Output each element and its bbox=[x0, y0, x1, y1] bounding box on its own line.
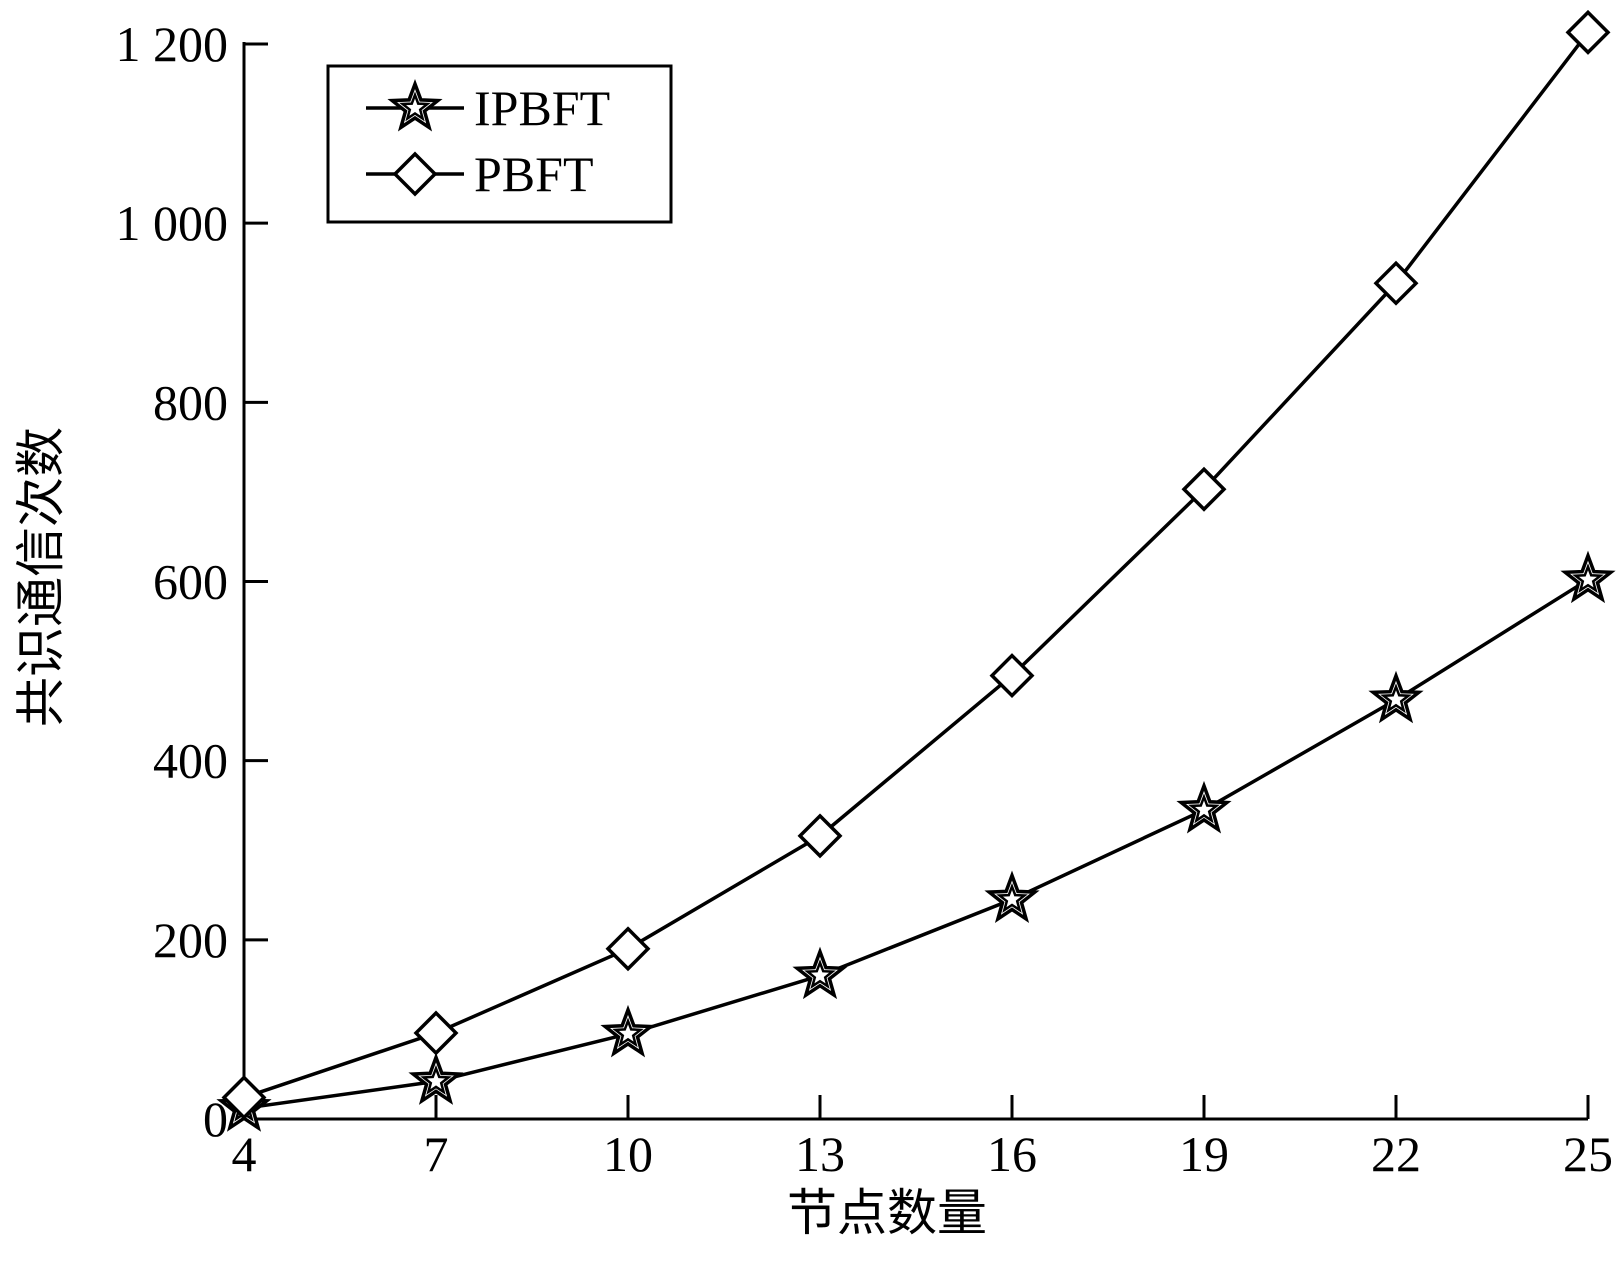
data-point-ipbft bbox=[792, 946, 848, 1000]
series-layer bbox=[216, 9, 1616, 1132]
diamond-marker bbox=[1565, 9, 1611, 55]
star-marker-outer bbox=[387, 78, 443, 132]
legend-marker-star bbox=[387, 78, 443, 132]
y-tick-label: 800 bbox=[153, 374, 228, 430]
data-point-pbft bbox=[797, 813, 843, 859]
legend-marker-diamond bbox=[392, 151, 438, 197]
x-tick-label: 4 bbox=[232, 1126, 257, 1182]
x-tick-label: 10 bbox=[603, 1126, 653, 1182]
star-marker-inner bbox=[399, 91, 431, 122]
star-marker-outer bbox=[1368, 670, 1424, 724]
legend-item-ipbft: IPBFT bbox=[366, 78, 610, 136]
legend: IPBFT PBFT bbox=[326, 64, 673, 224]
diamond-marker bbox=[413, 1010, 459, 1056]
y-tick-label: 600 bbox=[153, 554, 228, 610]
data-point-pbft bbox=[1565, 9, 1611, 55]
x-tick-label: 25 bbox=[1563, 1126, 1613, 1182]
star-marker-outer bbox=[1176, 780, 1232, 834]
data-point-ipbft bbox=[408, 1052, 464, 1105]
data-point-ipbft bbox=[1368, 670, 1424, 724]
star-marker-outer bbox=[408, 1052, 464, 1105]
star-marker-outer bbox=[600, 1004, 656, 1058]
diamond-marker bbox=[797, 813, 843, 859]
star-marker-inner bbox=[612, 1017, 644, 1048]
diamond-marker bbox=[989, 653, 1035, 699]
diamond-marker bbox=[1181, 466, 1227, 512]
series-pbft bbox=[221, 9, 1611, 1120]
data-point-pbft bbox=[413, 1010, 459, 1056]
legend-label: IPBFT bbox=[474, 80, 610, 136]
star-marker-outer bbox=[1560, 550, 1616, 604]
star-marker-inner bbox=[1572, 563, 1604, 594]
data-point-pbft bbox=[605, 926, 651, 972]
data-point-ipbft bbox=[1176, 780, 1232, 834]
y-tick-label: 200 bbox=[153, 912, 228, 968]
x-tick-label: 16 bbox=[987, 1126, 1037, 1182]
x-tick-label: 19 bbox=[1179, 1126, 1229, 1182]
y-tick-label: 400 bbox=[153, 733, 228, 789]
data-point-pbft bbox=[989, 653, 1035, 699]
star-marker-inner bbox=[1188, 793, 1220, 824]
diamond-marker bbox=[605, 926, 651, 972]
y-axis-title: 共识通信次数 bbox=[12, 427, 70, 727]
x-tick-label: 22 bbox=[1371, 1126, 1421, 1182]
y-tick-label: 1 000 bbox=[116, 195, 229, 251]
data-point-pbft bbox=[1373, 260, 1419, 306]
legend-label: PBFT bbox=[474, 146, 594, 202]
x-tick-label: 7 bbox=[424, 1126, 449, 1182]
diamond-marker bbox=[221, 1075, 267, 1120]
data-point-pbft bbox=[1181, 466, 1227, 512]
star-marker-inner bbox=[1380, 683, 1412, 714]
legend-item-pbft: PBFT bbox=[366, 146, 594, 202]
y-tick-label: 1 200 bbox=[116, 16, 229, 72]
legend-box bbox=[326, 64, 673, 224]
data-point-pbft bbox=[221, 1075, 267, 1120]
star-marker-outer bbox=[984, 870, 1040, 923]
data-point-ipbft bbox=[1560, 550, 1616, 604]
diamond-marker bbox=[1373, 260, 1419, 306]
diamond-marker bbox=[392, 151, 438, 197]
star-marker-inner bbox=[804, 959, 836, 990]
data-point-ipbft bbox=[984, 870, 1040, 923]
x-axis-title: 节点数量 bbox=[787, 1184, 987, 1242]
data-point-ipbft bbox=[600, 1004, 656, 1058]
series-line-pbft bbox=[243, 31, 1590, 1100]
x-tick-label: 13 bbox=[795, 1126, 845, 1182]
star-marker-inner bbox=[420, 1064, 452, 1095]
star-marker-outer bbox=[792, 946, 848, 1000]
series-line-ipbft bbox=[243, 578, 1589, 1111]
star-marker-inner bbox=[996, 882, 1028, 913]
